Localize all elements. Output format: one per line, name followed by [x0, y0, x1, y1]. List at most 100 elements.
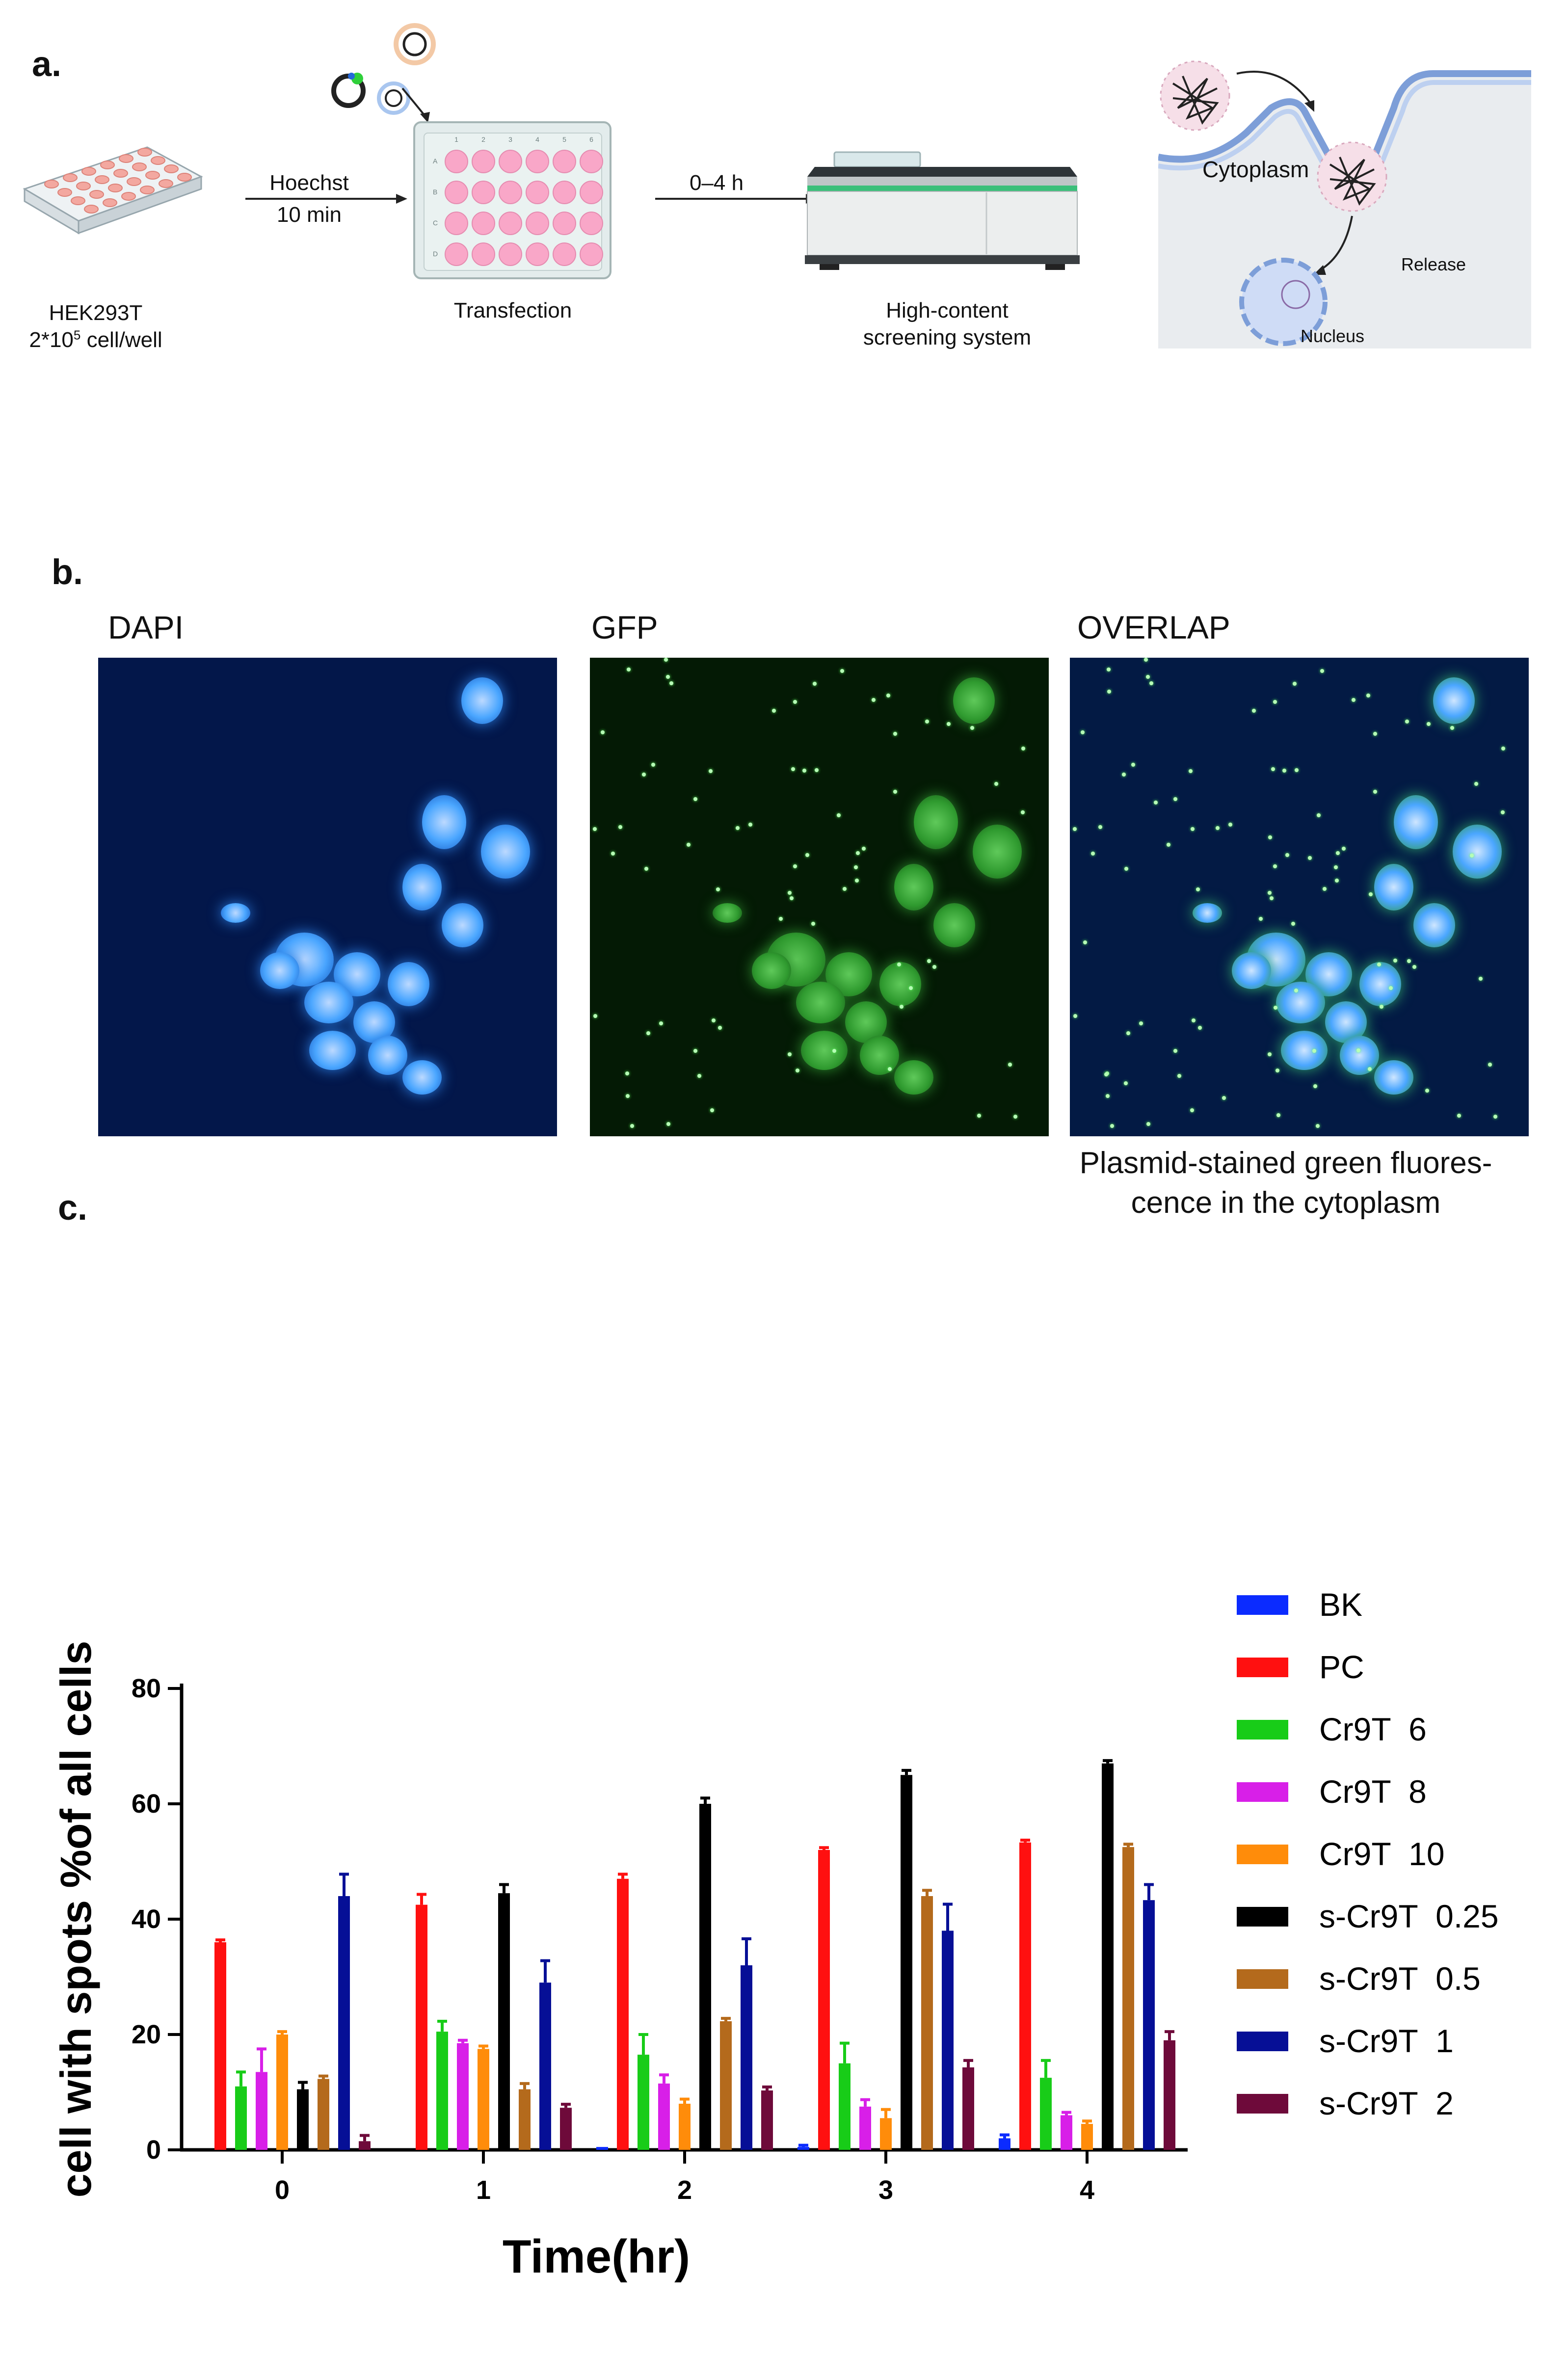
transfection-well — [580, 181, 603, 204]
fluorescent-spot — [1146, 675, 1150, 679]
plate-well — [103, 198, 117, 207]
fluorescent-spot — [693, 797, 697, 801]
bar — [880, 2118, 892, 2150]
legend-swatch — [1237, 1658, 1288, 1677]
endocytosis-diagram — [1158, 54, 1531, 348]
cell-nucleus — [402, 1060, 442, 1095]
cell-nucleus — [309, 1031, 356, 1070]
fluorescent-spot — [977, 1114, 981, 1118]
cell-nucleus — [461, 677, 503, 724]
legend-swatch — [1237, 1720, 1288, 1740]
fluorescent-spot — [1083, 940, 1087, 944]
cell-nucleus — [860, 1036, 899, 1075]
fluorescent-spot — [970, 726, 974, 730]
cell-nucleus — [1340, 1036, 1379, 1075]
transfection-label: Transfection — [453, 298, 572, 322]
fluorescent-spot — [909, 986, 913, 990]
fluorescent-spot — [779, 917, 783, 921]
fluorescent-spot — [666, 675, 670, 679]
plate-row-label: A — [433, 157, 438, 165]
transfection-well — [472, 181, 495, 204]
fluorescent-spot — [1106, 1094, 1110, 1098]
fluorescent-spot — [897, 963, 901, 966]
image-note-line1: Plasmid-stained green fluores- — [1079, 1146, 1492, 1180]
fluorescent-spot — [1252, 709, 1256, 713]
cytoplasm-label: Cytoplasm — [1202, 157, 1309, 182]
cell-nucleus — [1394, 795, 1438, 849]
fluorescent-spot — [1190, 1108, 1194, 1112]
fluorescent-spot — [815, 768, 819, 772]
fluorescent-spot — [1501, 747, 1505, 750]
fluorescent-spot — [1110, 1124, 1114, 1128]
y-tick-label: 80 — [132, 1674, 161, 1703]
overlap-image — [1070, 658, 1529, 1136]
bar — [761, 2090, 773, 2150]
transfection-well — [526, 181, 549, 204]
fluorescent-spot — [813, 682, 817, 686]
fluorescent-spot — [832, 1049, 836, 1053]
transfection-well — [445, 212, 468, 235]
transfection-well — [472, 212, 495, 235]
cell-nucleus — [402, 864, 442, 910]
plate-well — [95, 175, 109, 184]
transfection-well — [580, 212, 603, 235]
plate-well — [63, 173, 78, 182]
plate-well — [71, 196, 85, 205]
transfection-well — [445, 181, 468, 204]
fluorescent-spot — [1192, 1018, 1196, 1022]
y-tick-label: 0 — [146, 2135, 161, 2165]
transfection-well — [526, 150, 549, 173]
plate-col-label: 1 — [454, 135, 458, 143]
fluorescent-spot — [1312, 1049, 1316, 1053]
fluorescent-spot — [1373, 790, 1377, 794]
bar — [436, 2032, 448, 2150]
fluorescent-spot — [932, 965, 936, 969]
step2-label: 0–4 h — [689, 171, 744, 195]
bar — [359, 2141, 371, 2150]
transfection-well — [499, 212, 522, 235]
legend-label: Cr9T 6 — [1319, 1711, 1427, 1747]
fluorescent-spot — [1021, 810, 1025, 814]
bar — [1102, 1763, 1114, 2150]
fluorescent-spot — [1154, 801, 1158, 804]
fluorescent-spot — [593, 1014, 597, 1018]
bar — [1040, 2078, 1052, 2150]
transfection-well — [499, 242, 522, 266]
fluorescent-spot — [1270, 896, 1274, 900]
cell-nucleus — [713, 903, 742, 923]
cell-nucleus — [914, 795, 958, 849]
fluorescent-spot — [994, 782, 998, 786]
fluorescent-spot — [1368, 1067, 1372, 1071]
fluorescent-spot — [1173, 797, 1177, 801]
fluorescent-spot — [1293, 682, 1297, 686]
cell-nucleus — [894, 864, 933, 910]
fluorescent-spot — [618, 825, 622, 829]
fluorescent-spot — [900, 1005, 904, 1009]
fluorescent-spot — [1191, 827, 1195, 831]
fluorescent-spot — [811, 922, 815, 926]
fluorescent-spot — [1124, 1081, 1128, 1085]
arrow-right-icon — [245, 194, 407, 204]
x-tick-label: 2 — [677, 2175, 692, 2205]
fluorescent-spot — [1149, 681, 1153, 685]
x-tick-label: 4 — [1080, 2175, 1094, 2205]
arrow-right-icon — [655, 194, 817, 204]
fluorescent-spot — [712, 1018, 716, 1022]
screening-system-illustration — [805, 151, 1080, 270]
fluorescent-spot — [1126, 1031, 1130, 1035]
fluorescent-spot — [791, 767, 795, 771]
plate-col-label: 5 — [562, 135, 566, 143]
fluorescent-spot — [1021, 747, 1025, 750]
bar — [1143, 1900, 1155, 2150]
legend-swatch — [1237, 2032, 1288, 2051]
fluorescent-spot — [772, 709, 776, 713]
fluorescent-spot — [1474, 782, 1478, 786]
fluorescent-spot — [1427, 722, 1431, 726]
fluorescent-spot — [642, 773, 646, 776]
plate-col-label: 4 — [535, 135, 539, 143]
panel-a-letter: a. — [32, 45, 62, 84]
fluorescent-spot — [601, 730, 605, 734]
fluorescent-spot — [1131, 763, 1135, 767]
bar — [741, 1965, 752, 2150]
fluorescent-spot — [1342, 847, 1346, 851]
